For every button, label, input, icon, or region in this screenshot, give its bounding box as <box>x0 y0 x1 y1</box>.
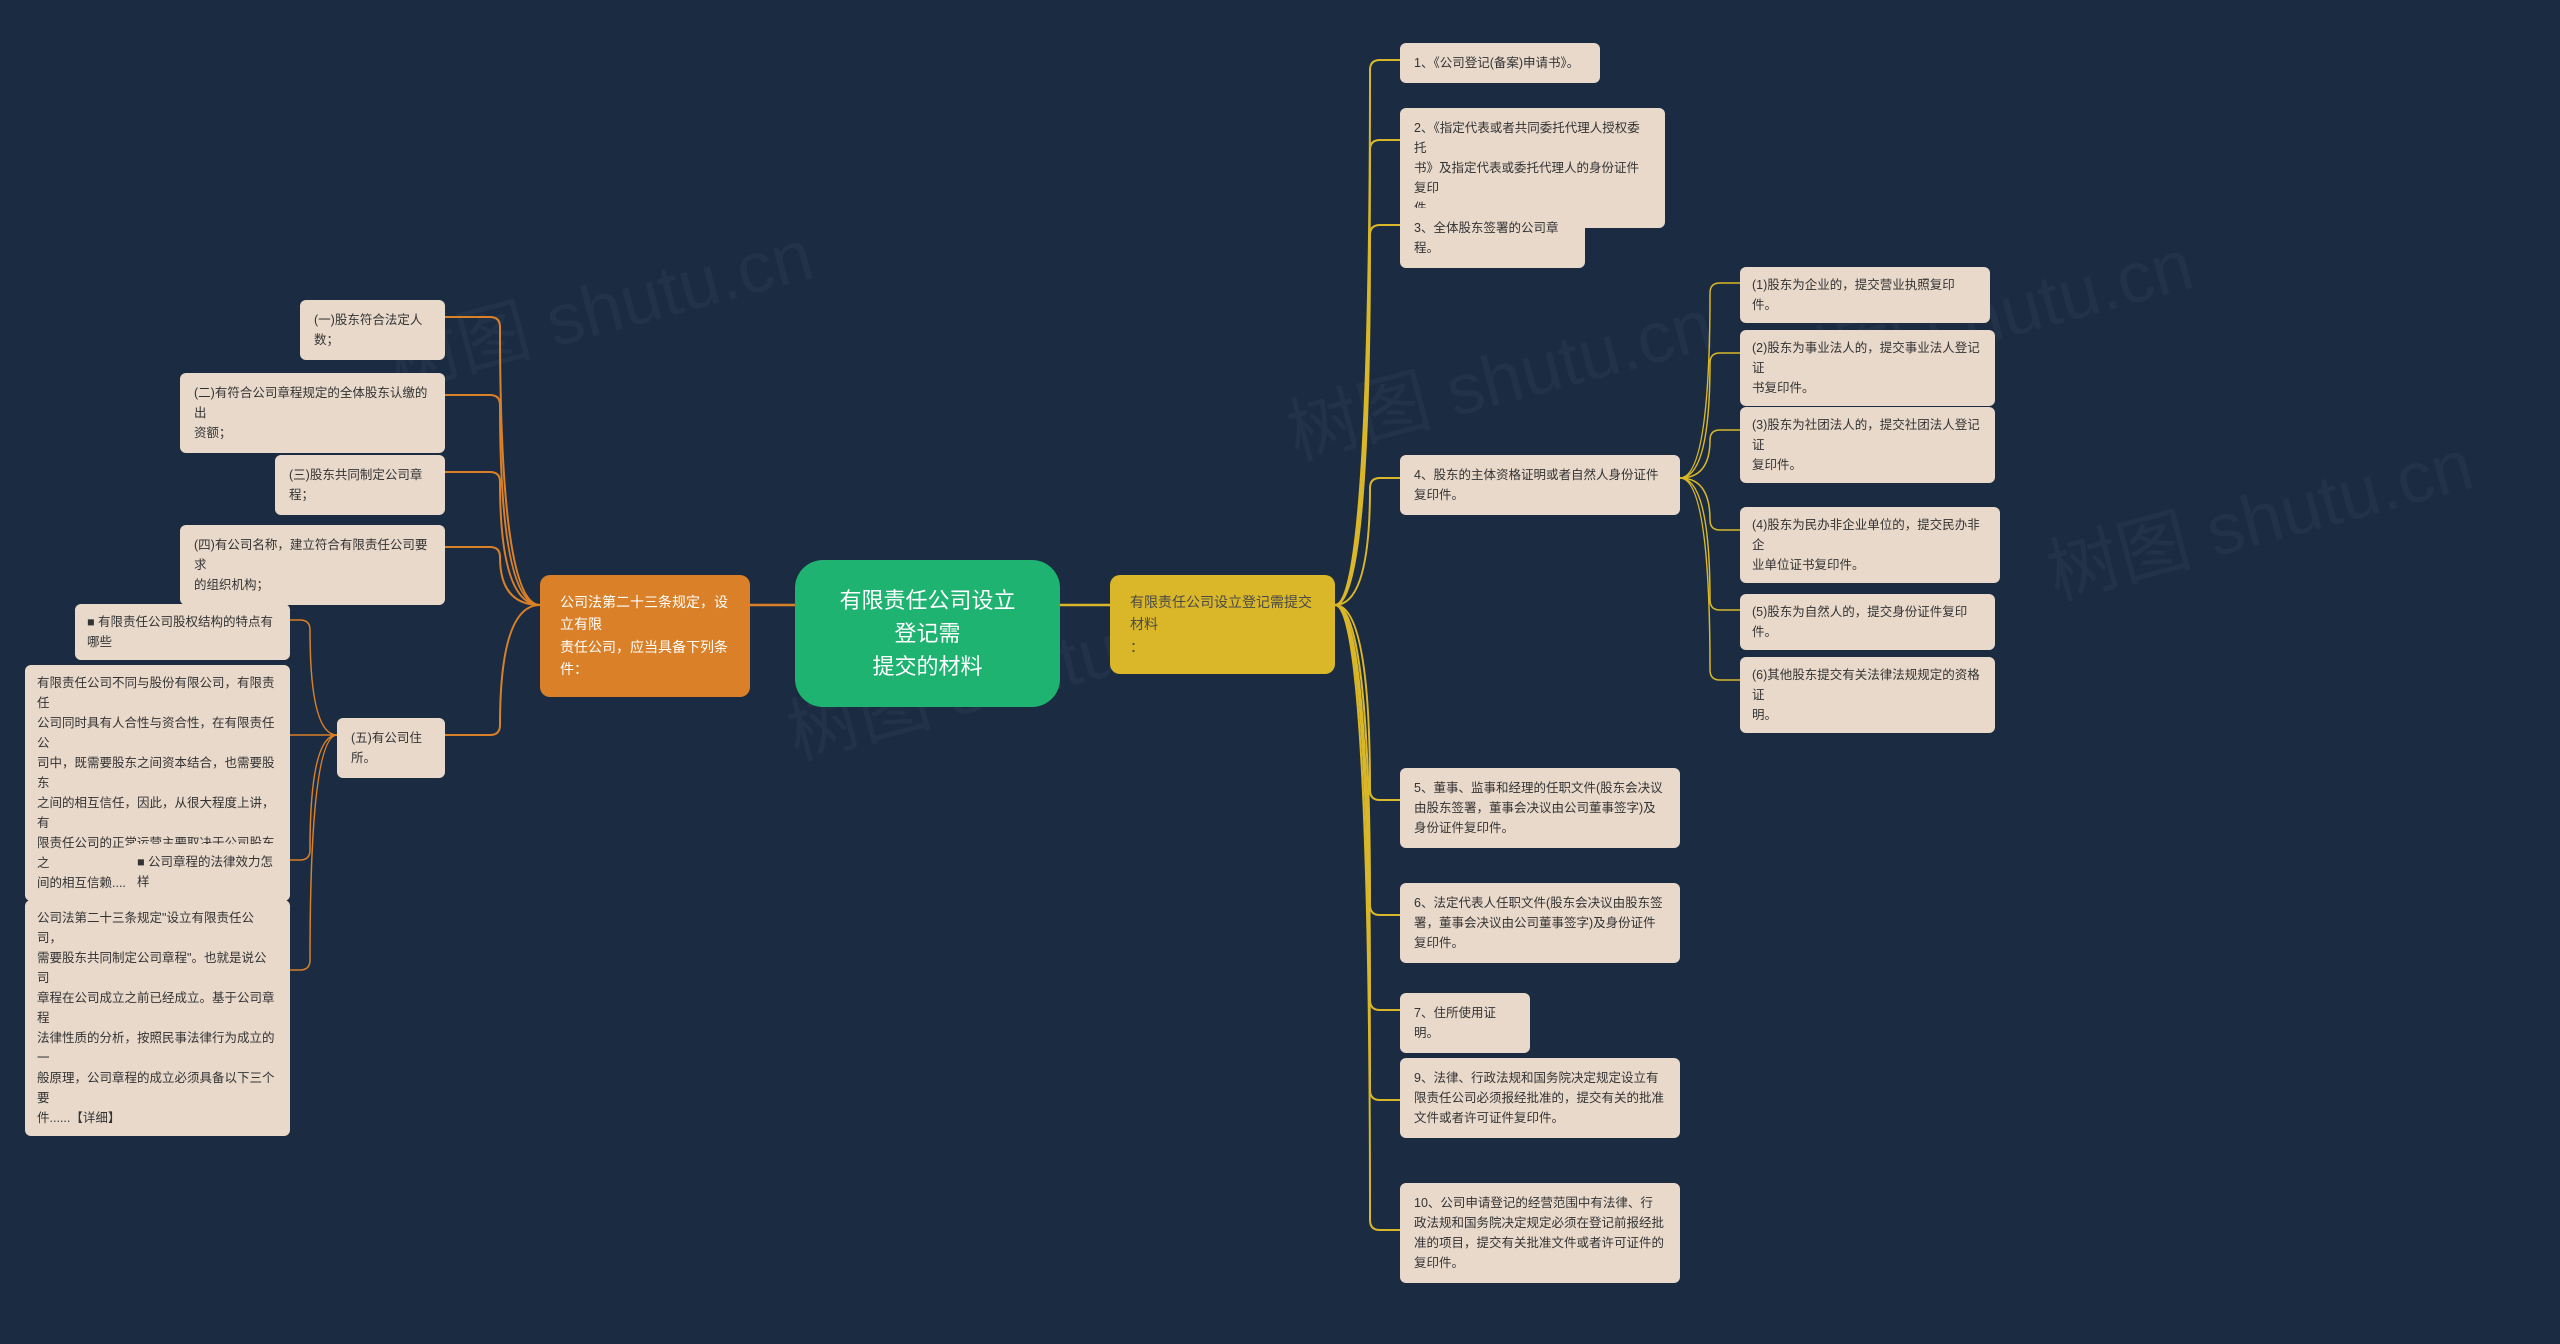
left-item-4: (四)有公司名称，建立符合有限责任公司要求的组织机构； <box>180 525 445 605</box>
right-item-7: 7、住所使用证明。 <box>1400 993 1530 1053</box>
left-branch: 公司法第二十三条规定，设立有限责任公司，应当具备下列条件： <box>540 575 750 697</box>
right-item-4a: (1)股东为企业的，提交营业执照复印件。 <box>1740 267 1990 323</box>
right-item-3: 3、全体股东签署的公司章程。 <box>1400 208 1585 268</box>
right-item-5: 5、董事、监事和经理的任职文件(股东会决议由股东签署，董事会决议由公司董事签字)… <box>1400 768 1680 848</box>
left-item-5c: ■ 公司章程的法律效力怎样 <box>125 844 290 900</box>
left-item-2: (二)有符合公司章程规定的全体股东认缴的出资额； <box>180 373 445 453</box>
center-node: 有限责任公司设立登记需提交的材料 <box>795 560 1060 707</box>
right-item-6: 6、法定代表人任职文件(股东会决议由股东签署，董事会决议由公司董事签字)及身份证… <box>1400 883 1680 963</box>
left-item-5d: 公司法第二十三条规定"设立有限责任公司，需要股东共同制定公司章程"。也就是说公司… <box>25 900 290 1136</box>
right-item-1: 1、《公司登记(备案)申请书》。 <box>1400 43 1600 83</box>
left-item-5: (五)有公司住所。 <box>337 718 445 778</box>
watermark: 树图 shutu.cn <box>2034 405 2483 619</box>
left-item-3: (三)股东共同制定公司章程； <box>275 455 445 515</box>
left-item-5a: ■ 有限责任公司股权结构的特点有哪些 <box>75 604 290 660</box>
right-item-4c: (3)股东为社团法人的，提交社团法人登记证复印件。 <box>1740 407 1995 483</box>
right-item-4e: (5)股东为自然人的，提交身份证件复印件。 <box>1740 594 1995 650</box>
right-item-4f: (6)其他股东提交有关法律法规规定的资格证明。 <box>1740 657 1995 733</box>
watermark: 树图 shutu.cn <box>1274 265 1723 479</box>
right-branch: 有限责任公司设立登记需提交材料： <box>1110 575 1335 674</box>
left-item-1: (一)股东符合法定人数； <box>300 300 445 360</box>
right-item-4d: (4)股东为民办非企业单位的，提交民办非企业单位证书复印件。 <box>1740 507 2000 583</box>
right-item-10: 10、公司申请登记的经营范围中有法律、行政法规和国务院决定规定必须在登记前报经批… <box>1400 1183 1680 1283</box>
right-item-4b: (2)股东为事业法人的，提交事业法人登记证书复印件。 <box>1740 330 1995 406</box>
right-item-9: 9、法律、行政法规和国务院决定规定设立有限责任公司必须报经批准的，提交有关的批准… <box>1400 1058 1680 1138</box>
right-item-4: 4、股东的主体资格证明或者自然人身份证件复印件。 <box>1400 455 1680 515</box>
